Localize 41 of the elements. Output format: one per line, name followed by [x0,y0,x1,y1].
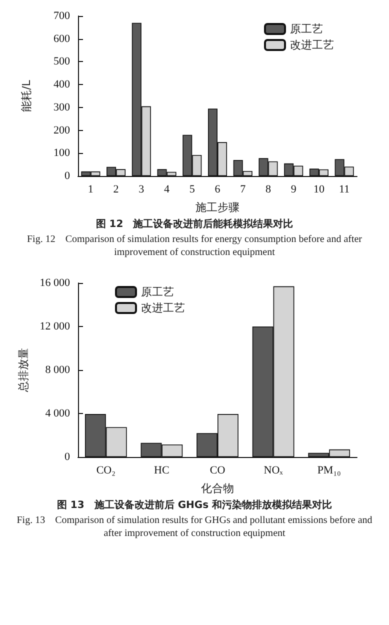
y-tick-label: 8 000 [45,364,70,376]
y-tick-label: 600 [54,32,70,45]
x-tick-label: 9 [290,184,297,196]
caption: Fig. 13 Comparison of simulation results for GHGs and pollutant emissions before and after improvement of construction equipment [16,514,374,540]
legend-label: 原工艺 [290,22,323,36]
y-tick-label: 0 [64,170,70,182]
y-tick-label: 200 [54,124,70,136]
y-tick-label: 4 000 [45,408,70,420]
legend-label: 改进工艺 [141,302,185,314]
x-tick-label: 2 [113,184,119,196]
y-axis-title: 总排放量 [16,348,30,393]
x-tick-label: 7 [240,184,246,196]
y-tick-label: 12 000 [40,320,70,332]
caption: Fig. 12 Comparison of simulation results for energy consumption before and after improvement of construction equipment [26,233,364,259]
x-tick-label: 4 [164,184,170,196]
x-tick-label: NOₓ [264,464,284,476]
y-tick-label: 700 [54,10,70,22]
y-tick-label: 0 [64,451,70,463]
x-tick-label: 11 [339,184,350,196]
x-tick-label: PM₁₀ [317,464,342,476]
x-tick-label: 1 [88,184,94,196]
y-tick-label: 100 [54,147,70,160]
x-axis-title: 施工步骤 [196,201,240,214]
x-tick-label: 5 [189,184,196,196]
x-axis-title: 化合物 [201,482,234,495]
x-tick-label: CO₂ [96,464,116,476]
y-axis-title: 能耗/L [20,79,33,112]
caption: 图 12 施工设备改进前后能耗模拟结果对比 [94,218,294,231]
x-tick-label: 3 [138,184,145,196]
y-tick-label: 300 [54,101,70,114]
caption: 图 13 施工设备改进前后 GHGs 和污染物排放模拟结果对比 [56,499,334,512]
x-tick-label: 8 [265,184,272,196]
legend-label: 改进工艺 [290,38,334,52]
x-tick-label: CO [210,464,226,476]
x-tick-label: 6 [214,184,221,196]
legend-label: 原工艺 [141,286,174,298]
x-tick-label: 10 [313,184,325,196]
y-tick-label: 16 000 [40,277,70,289]
y-tick-label: 400 [54,78,70,91]
y-tick-label: 500 [54,56,70,68]
x-tick-label: HC [154,464,170,476]
